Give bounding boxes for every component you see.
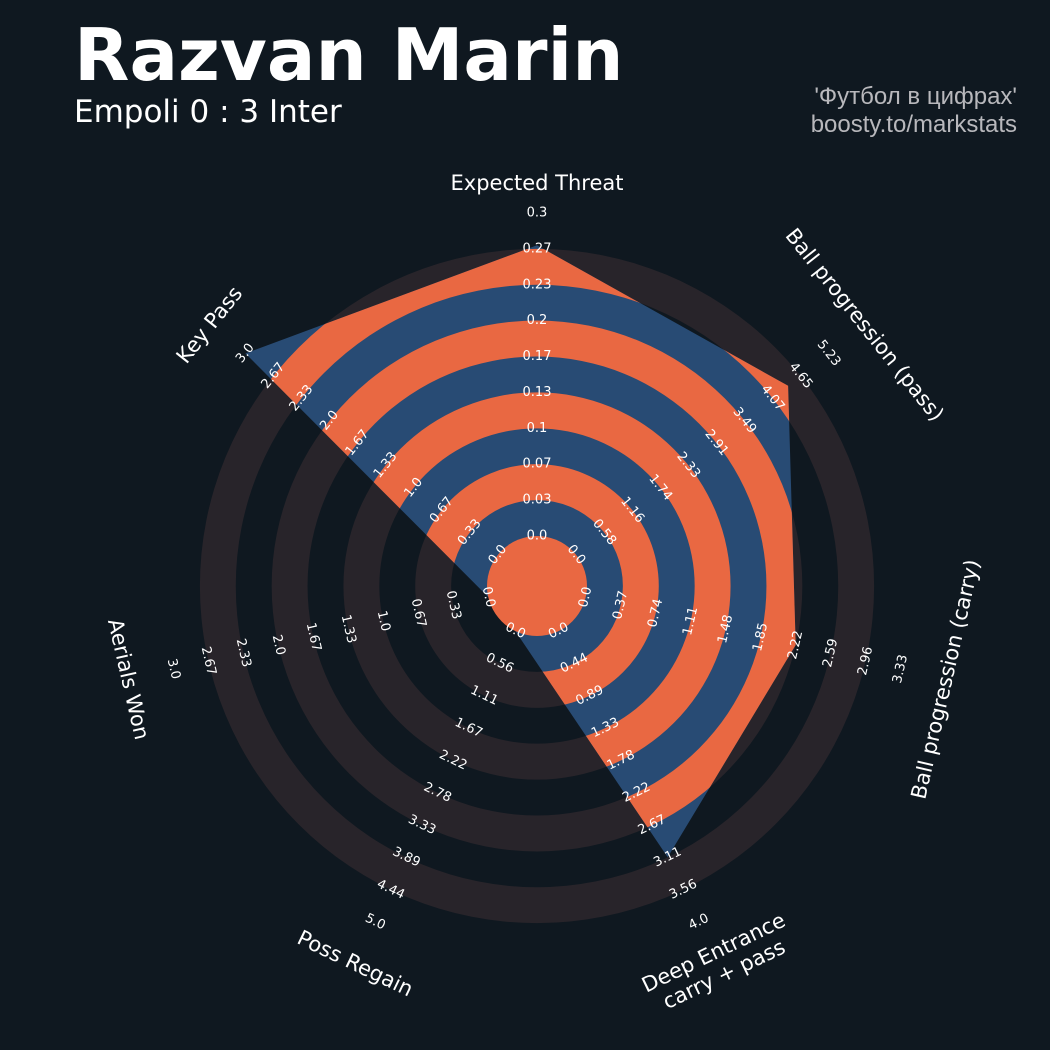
param-label-line: Expected Threat — [451, 171, 624, 195]
tick-label: 1.85 — [750, 621, 771, 653]
tick-label: 0.74 — [645, 597, 666, 629]
tick-label: 0.27 — [523, 241, 552, 256]
tick-label: 1.11 — [680, 605, 701, 637]
tick-label: 0.23 — [523, 277, 552, 292]
credit-line-2: boosty.to/markstats — [811, 111, 1017, 138]
tick-label: 0.0 — [527, 529, 548, 544]
tick-label: 0.67 — [408, 597, 429, 629]
tick-label: 2.96 — [855, 645, 876, 677]
center-disc — [487, 536, 587, 636]
tick-label: 0.37 — [610, 589, 631, 621]
tick-label: 3.33 — [890, 653, 911, 685]
tick-label: 2.22 — [785, 629, 806, 661]
tick-label: 3.0 — [164, 657, 183, 681]
player-name-title: Razvan Marin — [74, 13, 623, 97]
tick-label: 0.17 — [523, 349, 552, 364]
tick-label: 0.07 — [523, 457, 552, 472]
tick-label: 0.0 — [479, 585, 498, 609]
tick-label: 0.13 — [523, 385, 552, 400]
tick-label: 0.2 — [527, 313, 548, 328]
tick-label: 1.0 — [374, 609, 393, 633]
tick-label: 1.67 — [303, 621, 324, 653]
tick-label: 1.33 — [338, 613, 359, 645]
tick-label: 1.48 — [715, 613, 736, 645]
tick-label: 0.0 — [576, 585, 595, 609]
tick-label: 2.67 — [198, 645, 219, 677]
match-subtitle: Empoli 0 : 3 Inter — [74, 94, 342, 130]
tick-label: 0.1 — [527, 421, 548, 436]
tick-label: 2.59 — [820, 637, 841, 669]
tick-label: 2.33 — [233, 637, 254, 669]
credit-line-1: 'Футбол в цифрах' — [814, 83, 1017, 110]
tick-label: 0.03 — [523, 493, 552, 508]
tick-label: 2.0 — [269, 633, 288, 657]
tick-label: 0.33 — [443, 589, 464, 621]
tick-label: 0.3 — [527, 206, 548, 221]
param-label: Expected Threat — [451, 171, 624, 195]
